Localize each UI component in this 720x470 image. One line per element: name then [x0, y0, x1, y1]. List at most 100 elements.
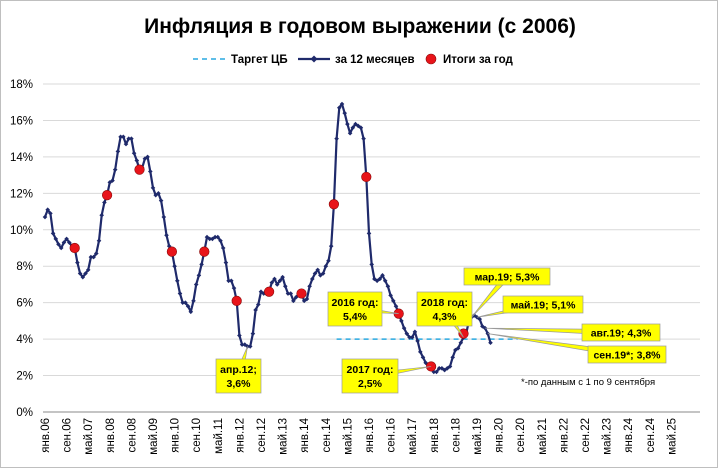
series-point — [399, 318, 404, 324]
series-point — [185, 304, 191, 309]
x-tick-label: сен.18 — [450, 418, 462, 452]
series-point — [223, 260, 229, 265]
series-point — [337, 105, 342, 110]
x-tick-label: сен.08 — [126, 418, 138, 452]
series-point — [310, 276, 315, 282]
y-tick-label: 0% — [16, 407, 33, 419]
y-tick-label: 6% — [16, 298, 33, 310]
series-point — [91, 254, 96, 260]
series-point — [434, 369, 439, 375]
callout: мар.19; 5,3% — [463, 267, 551, 318]
series-point — [420, 355, 426, 360]
x-tick-label: янв.20 — [494, 418, 506, 453]
series-point — [226, 278, 231, 284]
series-point — [42, 214, 48, 220]
series-point — [418, 349, 423, 355]
series-point — [61, 240, 67, 245]
series-point — [280, 274, 285, 280]
x-tick-label: сен.24 — [645, 417, 657, 452]
series-point — [88, 254, 94, 260]
series-point — [347, 130, 353, 136]
series-point — [301, 298, 307, 304]
series-point — [231, 285, 237, 291]
series-point — [94, 251, 99, 256]
series-point — [253, 307, 258, 313]
series-point — [67, 240, 72, 245]
series-point — [285, 291, 291, 296]
callout-box — [416, 291, 473, 327]
series-point — [385, 283, 391, 289]
annual-point — [199, 246, 210, 257]
series-point — [323, 263, 329, 269]
x-tick-label: сен.20 — [515, 418, 527, 452]
y-tick-label: 14% — [10, 152, 33, 164]
series-point — [164, 232, 169, 238]
series-point — [102, 200, 107, 205]
series-point — [161, 214, 167, 220]
series-point — [193, 282, 199, 287]
annual-point — [231, 295, 242, 306]
x-tick-label: янв.22 — [558, 418, 570, 453]
series-point — [220, 245, 226, 251]
series-point — [477, 316, 482, 322]
series-point — [85, 267, 91, 273]
x-tick-label: май.09 — [148, 418, 160, 455]
series-point — [377, 276, 383, 282]
callout-box — [215, 358, 262, 394]
series-point — [153, 192, 158, 198]
series-point — [318, 273, 323, 278]
series-point — [212, 234, 218, 240]
series-point — [80, 274, 86, 280]
x-tick-label: янв.06 — [40, 418, 52, 453]
series-point — [56, 242, 61, 247]
x-tick-label: янв.24 — [623, 417, 635, 452]
x-tick-label: май.25 — [666, 418, 678, 455]
series-point — [96, 238, 102, 244]
x-tick-label: сен.06 — [62, 418, 74, 452]
series-point — [355, 123, 361, 129]
series-point — [142, 156, 148, 162]
series-point — [272, 276, 277, 282]
series-point — [409, 334, 415, 340]
series-point — [237, 333, 242, 338]
series-point — [53, 236, 59, 242]
callout-label: 5,4% — [343, 311, 368, 323]
series-point — [480, 324, 485, 329]
series-point — [380, 273, 385, 278]
series-point — [436, 365, 442, 371]
series-point — [339, 101, 345, 107]
series-point — [320, 271, 326, 276]
x-tick-label: янв.10 — [170, 418, 182, 453]
legend-monthly-label: за 12 месяцев — [335, 54, 415, 66]
callout-label: 2016 год: — [332, 297, 379, 309]
series-point — [328, 243, 334, 249]
series-point — [304, 296, 310, 302]
series-point — [218, 238, 223, 244]
series-point — [115, 149, 121, 154]
series-point — [358, 125, 364, 131]
annual-point — [264, 286, 275, 297]
series-point — [172, 263, 177, 269]
series-point — [455, 345, 461, 351]
series-point — [145, 154, 150, 160]
series-point — [393, 304, 399, 309]
series-point — [110, 178, 115, 183]
series-point — [488, 340, 493, 346]
legend-target-label: Таргет ЦБ — [231, 54, 288, 66]
series-point — [239, 342, 245, 347]
y-tick-label: 12% — [10, 188, 33, 200]
y-tick-label: 18% — [10, 79, 33, 91]
annual-point — [296, 288, 307, 299]
callout-label: 2017 год: — [347, 364, 394, 376]
series-point — [134, 158, 140, 163]
callout-label: апр.12; — [220, 364, 257, 376]
x-tick-label: сен.22 — [580, 418, 592, 452]
annual-point — [361, 171, 372, 183]
callout: авг.19; 4,3% — [485, 323, 661, 342]
callout: 2017 год: 2,5% — [341, 358, 432, 394]
callout: апр.12; 3,6% — [215, 346, 262, 394]
series-point — [123, 141, 129, 147]
series-point — [177, 291, 183, 296]
series-point — [450, 355, 455, 360]
